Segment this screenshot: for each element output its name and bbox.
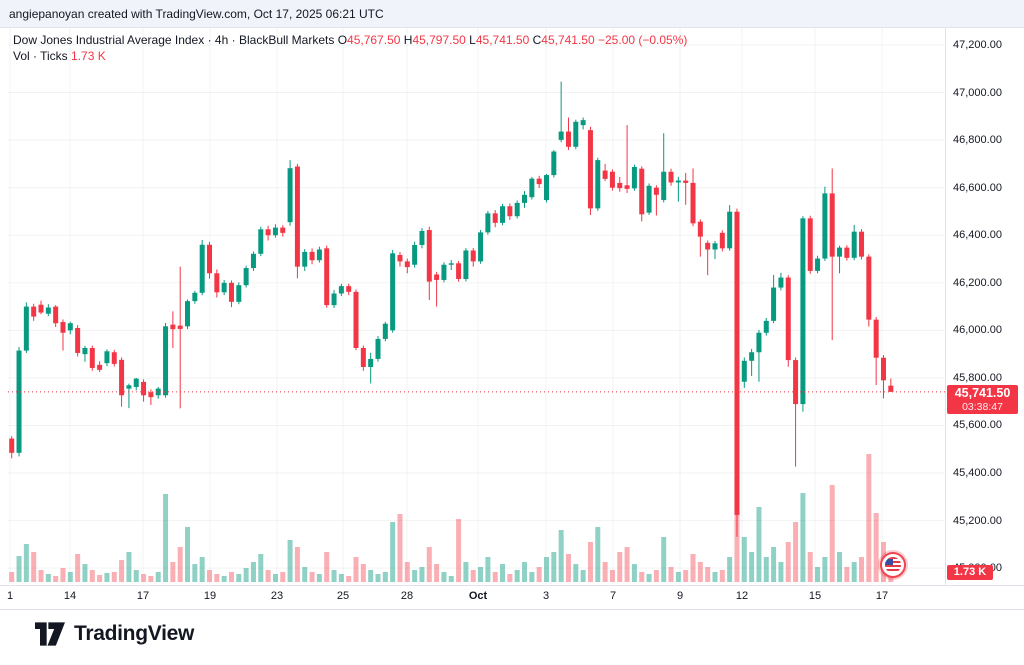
price-axis[interactable]: 47,200.00 47,000.00 46,800.00 46,600.00 46,4… xyxy=(945,28,1024,608)
us-flag-stripes xyxy=(885,557,901,573)
legend-timeframe[interactable]: 4h xyxy=(214,33,229,47)
ohlc-open-label: O xyxy=(337,33,348,47)
us-flag-event-icon[interactable] xyxy=(880,552,906,578)
last-price-tag: 45,741.50 03:38:47 xyxy=(947,384,1018,414)
legend-row-volume: Vol · Ticks 1.73 K xyxy=(13,49,687,64)
attribution-text: angiepanoyan created with TradingView.co… xyxy=(9,6,384,21)
time-axis-label: 1 xyxy=(6,590,14,602)
ohlc-close-label: C xyxy=(532,33,542,47)
volume-indicator-value: 1.73 K xyxy=(71,49,106,63)
time-axis-label: 9 xyxy=(676,590,684,602)
ohlc-open-value: 45,767.50 xyxy=(347,33,401,47)
legend-symbol-title[interactable]: Dow Jones Industrial Average Index xyxy=(13,33,205,47)
legend-row-symbol: Dow Jones Industrial Average Index · 4h … xyxy=(13,33,687,48)
chart-legend: Dow Jones Industrial Average Index · 4h … xyxy=(13,33,687,64)
price-axis-label: 45,600.00 xyxy=(953,419,1002,432)
price-axis-label: 46,800.00 xyxy=(953,134,1002,147)
price-axis-label: 45,200.00 xyxy=(953,514,1002,527)
time-axis-label: 15 xyxy=(808,590,822,602)
ohlc-close-value: 45,741.50 xyxy=(541,33,595,47)
snapshot-attribution-bar: angiepanoyan created with TradingView.co… xyxy=(0,0,1024,28)
price-axis-label: 46,200.00 xyxy=(953,276,1002,289)
price-axis-label: 47,000.00 xyxy=(953,86,1002,99)
price-axis-label: 46,000.00 xyxy=(953,324,1002,337)
bar-countdown: 03:38:47 xyxy=(962,400,1003,413)
ohlc-high-label: H xyxy=(403,33,413,47)
legend-exchange: BlackBull Markets xyxy=(238,33,335,47)
time-axis-label: Oct xyxy=(468,590,488,602)
price-axis-label: 46,600.00 xyxy=(953,181,1002,194)
time-axis-label: 17 xyxy=(136,590,150,602)
volume-indicator-label[interactable]: Vol · Ticks xyxy=(13,49,68,63)
time-axis[interactable]: 1 14 17 19 23 25 28 Oct 3 7 9 12 15 17 xyxy=(0,585,1024,610)
ohlc-low-label: L xyxy=(469,33,476,47)
time-axis-label: 3 xyxy=(542,590,550,602)
time-axis-label: 7 xyxy=(609,590,617,602)
time-axis-label: 23 xyxy=(270,590,284,602)
legend-separator: · xyxy=(231,33,236,47)
us-flag-canton xyxy=(885,559,893,565)
time-axis-label: 28 xyxy=(400,590,414,602)
time-axis-label: 17 xyxy=(875,590,889,602)
time-axis-label: 12 xyxy=(735,590,749,602)
price-axis-label: 45,400.00 xyxy=(953,467,1002,480)
time-axis-label: 25 xyxy=(336,590,350,602)
price-axis-label: 47,200.00 xyxy=(953,39,1002,51)
ohlc-change: −25.00 (−0.05%) xyxy=(598,33,688,47)
time-axis-label: 14 xyxy=(63,590,77,602)
volume-tag: 1.73 K xyxy=(947,565,993,580)
ohlc-high-value: 45,797.50 xyxy=(412,33,466,47)
last-price-value: 45,741.50 xyxy=(954,385,1011,400)
tradingview-logo[interactable]: TradingView xyxy=(35,621,194,647)
ohlc-low-value: 45,741.50 xyxy=(475,33,530,47)
tradingview-logo-icon xyxy=(35,622,65,646)
price-axis-label: 45,800.00 xyxy=(953,371,1002,384)
time-axis-label: 19 xyxy=(203,590,217,602)
brand-wordmark: TradingView xyxy=(74,622,195,645)
price-axis-label: 46,400.00 xyxy=(953,229,1002,242)
legend-separator: · xyxy=(207,33,212,47)
